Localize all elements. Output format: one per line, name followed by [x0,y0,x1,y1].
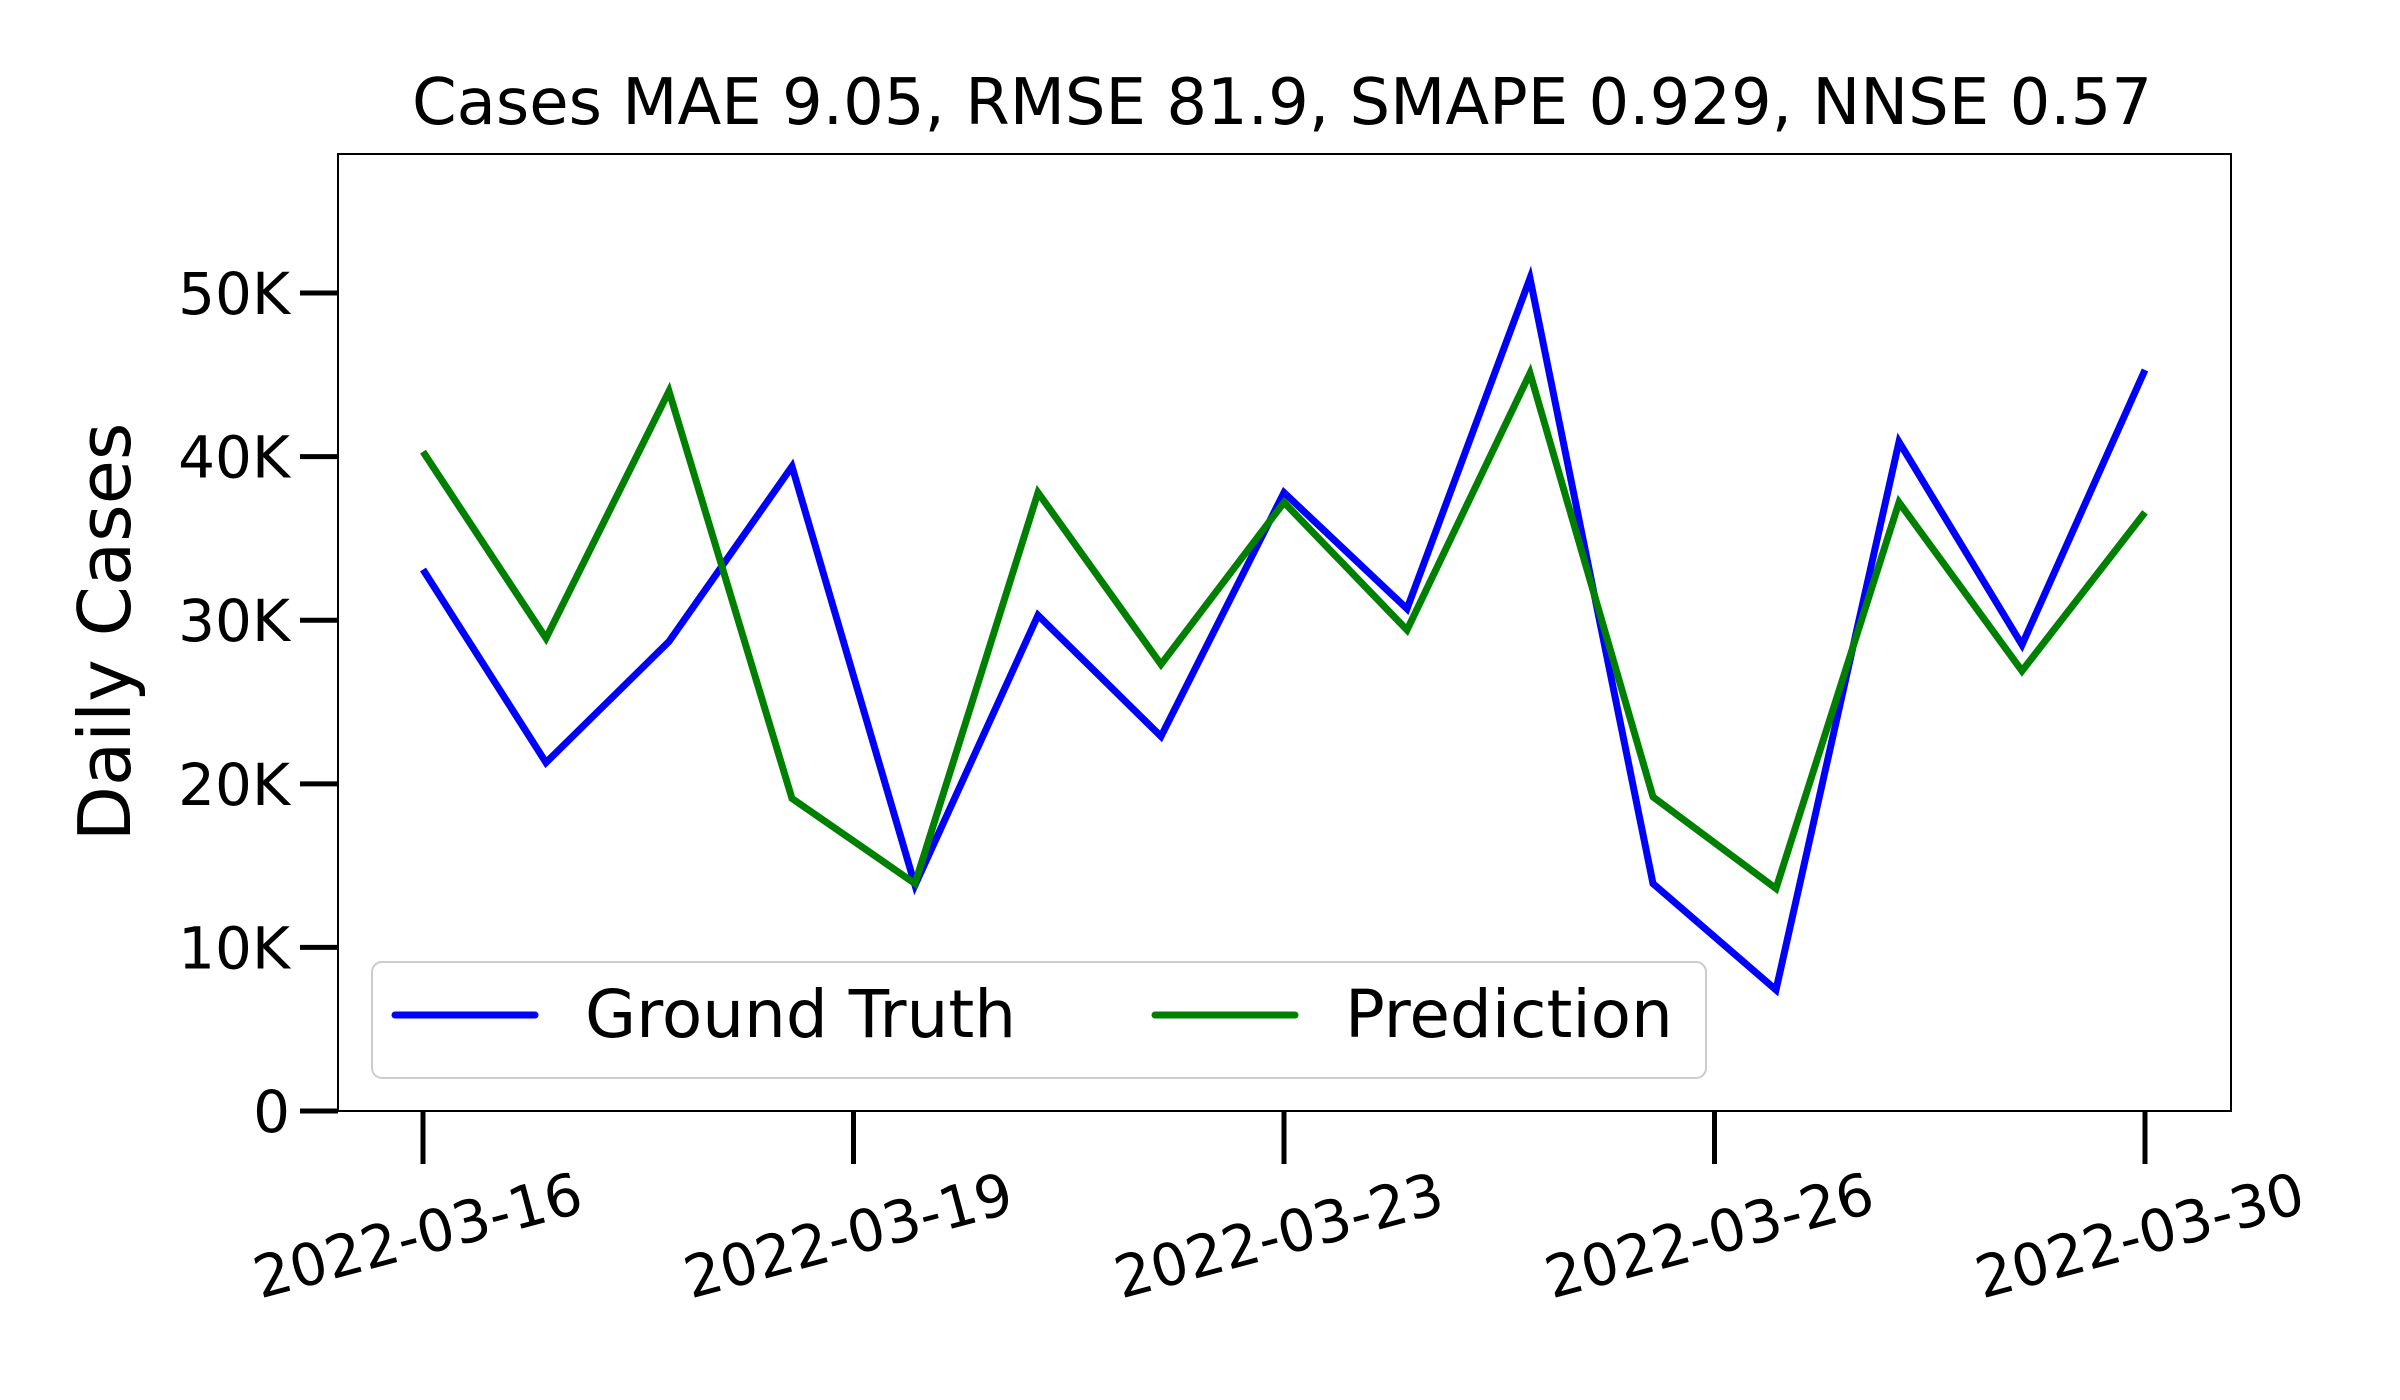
y-axis: 0 10K 20K 30K 40K 50K [178,260,338,1146]
x-axis: 2022-03-16 2022-03-19 2022-03-23 2022-03-26… [246,1111,2311,1312]
x-tick-label: 2022-03-26 [1538,1159,1881,1312]
y-axis-label: Daily Cases [63,423,147,842]
series-layer [420,265,2149,997]
y-tick-label: 20K [178,751,292,819]
legend-box [371,961,1707,1079]
legend-label-prediction: Prediction [1345,976,1673,1053]
x-tick-label: 2022-03-19 [677,1159,1020,1312]
legend: Ground Truth Prediction [371,961,1707,1079]
y-tick-label: 30K [178,587,292,655]
x-tick-label: 2022-03-16 [246,1159,589,1312]
legend-label-ground-truth: Ground Truth [585,976,1016,1053]
y-tick-label: 50K [178,260,292,328]
chart-title: Cases MAE 9.05, RMSE 81.9, SMAPE 0.929, … [412,66,2152,140]
y-tick-label: 0 [253,1078,290,1146]
x-tick-label: 2022-03-30 [1968,1159,2311,1312]
series-line-ground-truth [420,265,2149,997]
y-tick-label: 40K [178,424,292,492]
x-tick-label: 2022-03-23 [1107,1159,1450,1312]
y-tick-label: 10K [178,914,292,982]
series-line-prediction [420,363,2148,895]
